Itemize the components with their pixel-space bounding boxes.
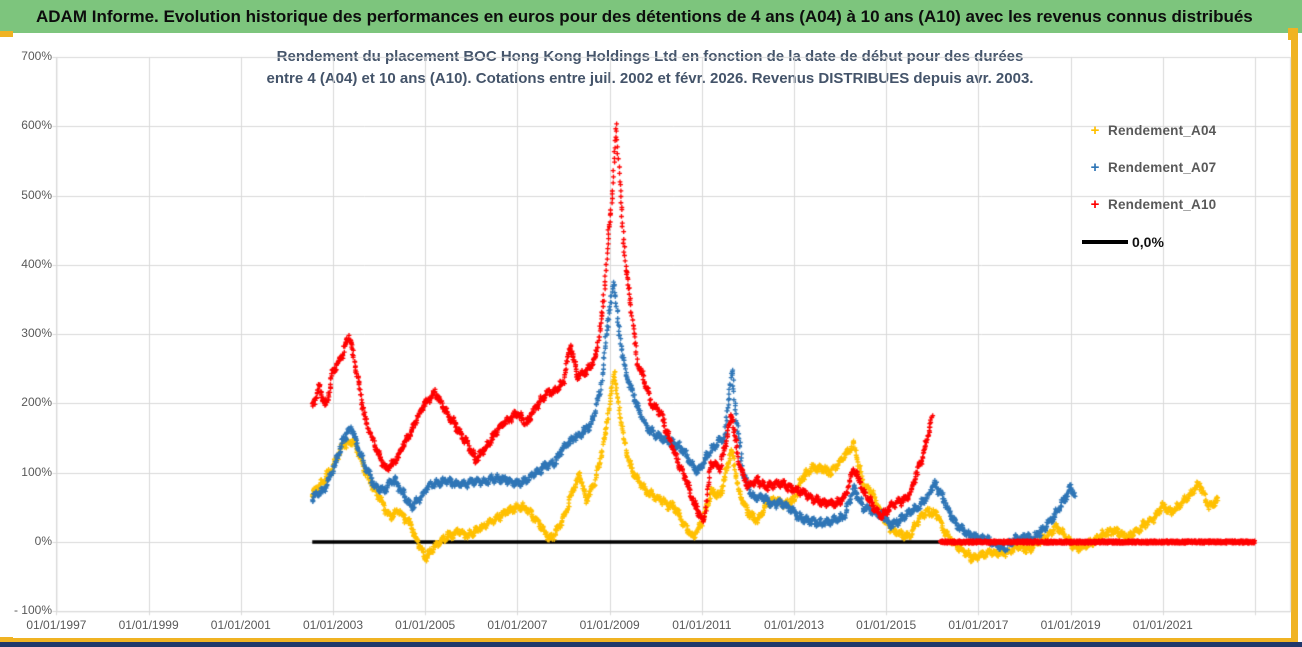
y-axis-tick-label: - 100% xyxy=(13,603,52,618)
y-axis-tick-label: 0% xyxy=(34,534,52,548)
legend-item-rendement_a04: + Rendement_A04 xyxy=(1082,112,1282,149)
legend-label: Rendement_A07 xyxy=(1108,160,1217,175)
legend-item-zero-line: 0,0% xyxy=(1082,223,1282,260)
legend-label: 0,0% xyxy=(1132,233,1164,250)
x-axis-tick-label: 01/01/1997 xyxy=(26,618,87,632)
x-axis-tick-label: 01/01/2015 xyxy=(856,618,917,632)
legend-marker-icon: + xyxy=(1090,122,1100,139)
x-axis-tick-label: 01/01/2019 xyxy=(1040,618,1101,632)
y-axis-tick-label: 600% xyxy=(21,118,52,133)
legend-label: Rendement_A04 xyxy=(1108,123,1217,138)
x-axis-tick-label: 01/01/2017 xyxy=(948,618,1009,632)
y-axis-tick-label: 400% xyxy=(21,256,52,271)
y-axis-tick-label: 500% xyxy=(21,187,52,202)
x-axis-tick-label: 01/01/1999 xyxy=(118,618,179,632)
legend-item-rendement_a10: + Rendement_A10 xyxy=(1082,186,1282,223)
x-axis-tick-label: 01/01/2007 xyxy=(487,618,548,632)
x-axis-tick-label: 01/01/2021 xyxy=(1132,618,1193,632)
y-axis-tick-label: 100% xyxy=(21,464,52,479)
y-axis-tick-label: 300% xyxy=(21,326,52,341)
legend-zero-line-sample xyxy=(1082,239,1128,244)
legend-item-rendement_a07: + Rendement_A07 xyxy=(1082,149,1282,186)
x-axis-tick-label: 01/01/2001 xyxy=(210,618,271,632)
legend-label: Rendement_A10 xyxy=(1108,197,1217,212)
x-axis-tick-label: 01/01/2003 xyxy=(302,618,364,632)
x-axis-tick-label: 01/01/2005 xyxy=(395,618,456,632)
x-axis-tick-label: 01/01/2011 xyxy=(672,618,732,632)
x-axis-tick-label: 01/01/2009 xyxy=(579,618,640,632)
y-axis-tick-label: 200% xyxy=(21,395,52,410)
chart-legend: + Rendement_A04 + Rendement_A07 + Rendement_A… xyxy=(1082,112,1282,260)
legend-marker-icon: + xyxy=(1090,159,1100,176)
legend-marker-icon: + xyxy=(1090,196,1100,213)
y-axis-tick-label: 700% xyxy=(21,48,52,63)
x-axis-tick-label: 01/01/2013 xyxy=(763,618,825,632)
